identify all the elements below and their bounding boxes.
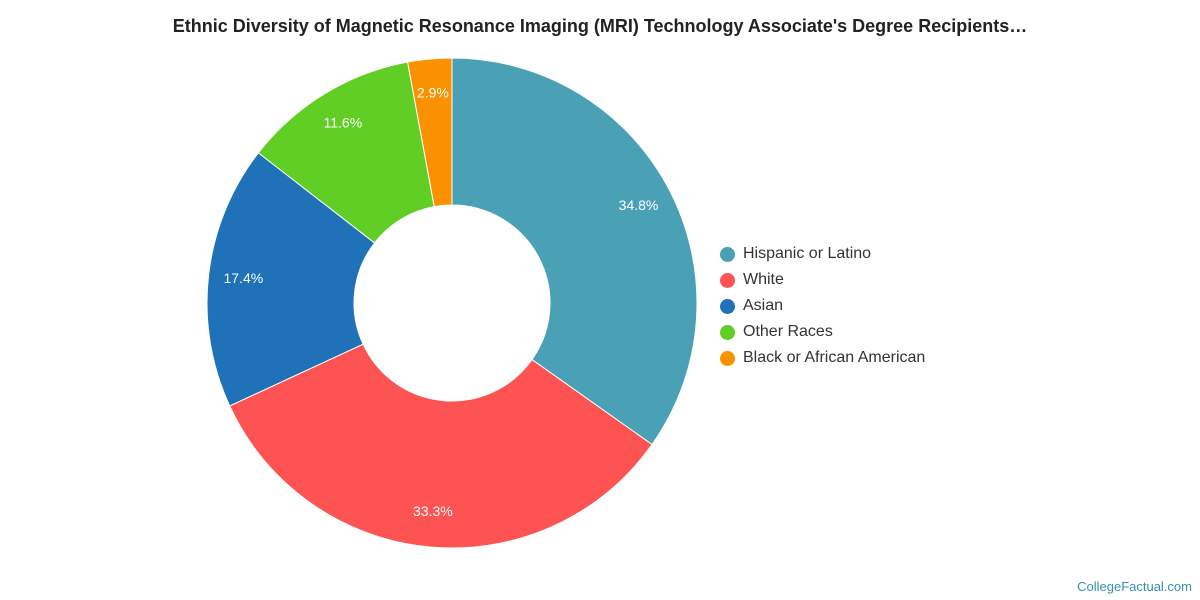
legend-swatch-icon: [720, 324, 735, 340]
legend-swatch-icon: [720, 298, 735, 314]
legend-item-black-or-african-american[interactable]: Black or African American: [720, 345, 925, 371]
legend-label: Black or African American: [743, 349, 926, 366]
slice-label-black-or-african-american: 2.9%: [417, 85, 449, 101]
slice-label-white: 33.3%: [413, 503, 453, 519]
slice-black-or-african-american[interactable]: [407, 57, 453, 208]
slice-label-hispanic-or-latino: 34.8%: [619, 197, 659, 213]
slice-label-other-races: 11.6%: [324, 114, 363, 130]
chart-title: Ethnic Diversity of Magnetic Resonance I…: [172, 16, 1028, 36]
legend-label: White: [743, 271, 784, 288]
slice-asian[interactable]: [206, 152, 376, 407]
legend-item-other-races[interactable]: Other Races: [720, 319, 925, 345]
legend-label: Other Races: [743, 323, 833, 340]
legend-swatch-icon: [720, 246, 735, 262]
legend-label: Hispanic or Latino: [743, 245, 872, 262]
legend-swatch-icon: [720, 272, 735, 288]
legend-item-asian[interactable]: Asian: [720, 293, 925, 319]
legend-label: Asian: [743, 297, 784, 314]
slice-labels-group: 34.8% 33.3% 17.4% 11.6% 2.9%: [223, 85, 658, 519]
legend-item-white[interactable]: White: [720, 267, 925, 293]
chart-legend: Hispanic or Latino White Asian Other Races B…: [720, 241, 925, 371]
slice-white[interactable]: [229, 343, 653, 549]
slices-group: [206, 57, 698, 549]
site-credit-link[interactable]: CollegeFactual.com: [1077, 579, 1192, 594]
slice-label-asian: 17.4%: [223, 270, 263, 286]
slice-other-races[interactable]: [257, 61, 435, 244]
legend-swatch-icon: [720, 350, 735, 366]
slice-hispanic-or-latino[interactable]: [451, 57, 698, 446]
legend-item-hispanic-or-latino[interactable]: Hispanic or Latino: [720, 241, 925, 267]
